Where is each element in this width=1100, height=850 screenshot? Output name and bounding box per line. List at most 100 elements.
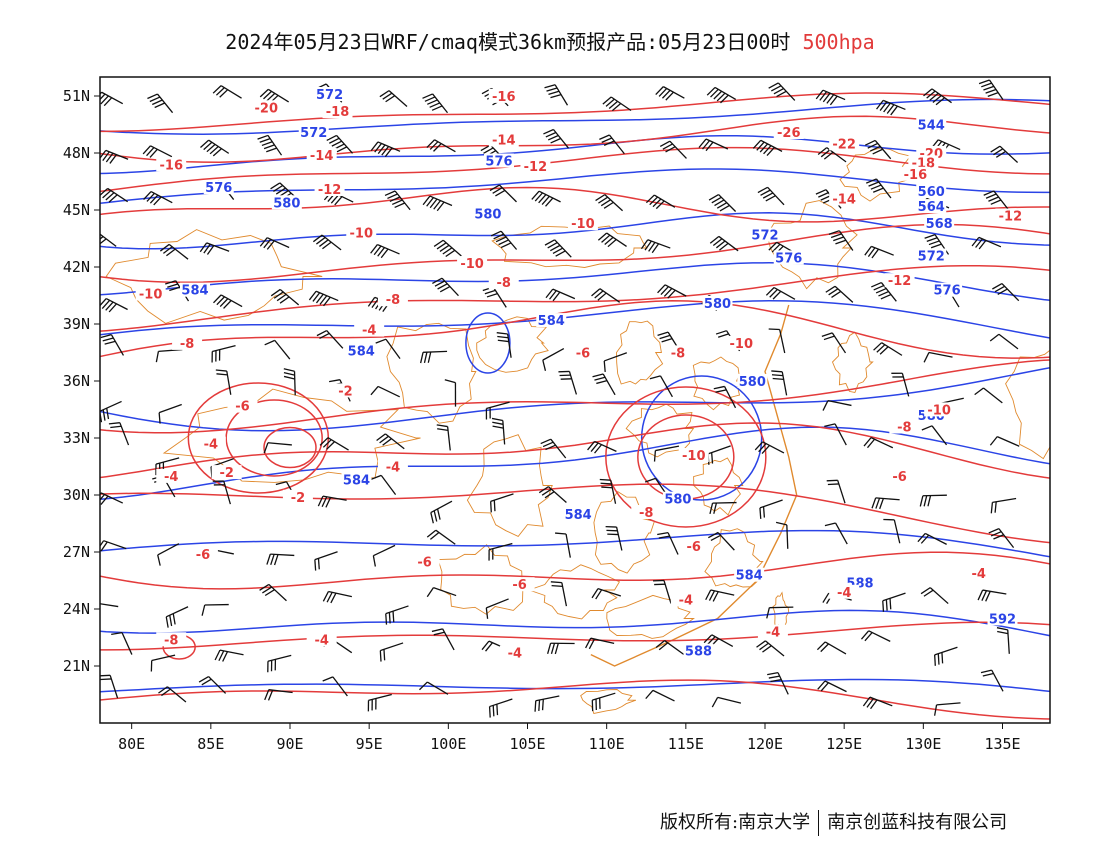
height-contour-label-bg <box>932 282 963 297</box>
wind-barb <box>534 695 560 712</box>
temperature-contour-label: -10 <box>571 217 595 232</box>
wind-barb <box>426 587 457 598</box>
wind-barb <box>711 696 742 708</box>
wind-barb <box>420 350 448 364</box>
height-contour-label: 592 <box>989 612 1016 627</box>
lat-tick-label: 24N <box>63 600 90 618</box>
wind-barb <box>143 190 173 206</box>
boundary-line <box>386 322 477 424</box>
temperature-contour-label: -4 <box>837 586 851 601</box>
height-contour-label-bg <box>924 216 955 231</box>
lat-tick-label: 21N <box>63 657 90 675</box>
temperature-contour-label-bg <box>322 104 353 119</box>
wind-barb <box>212 480 232 505</box>
wind-barb <box>983 190 1010 211</box>
wind-barb <box>882 592 906 612</box>
height-contour-label: 580 <box>739 375 766 390</box>
lat-tick-label: 45N <box>63 201 90 219</box>
wind-barb <box>771 370 788 396</box>
temperature-contour-label: -4 <box>362 324 376 339</box>
wind-barb <box>147 93 174 114</box>
wind-barb <box>709 501 737 514</box>
wind-barb <box>974 387 1003 404</box>
boundary-line <box>527 564 621 620</box>
height-contour <box>100 366 1050 432</box>
temperature-contour-label-bg <box>156 157 187 172</box>
wind-barb <box>921 425 948 446</box>
temperature-contour-label: -12 <box>999 210 1023 225</box>
wind-barb <box>698 138 729 152</box>
wind-barb <box>990 145 1019 163</box>
temperature-contour-label: -4 <box>164 470 178 485</box>
height-contour-label: 584 <box>181 284 208 299</box>
wind-barb <box>436 424 451 451</box>
wind-barb <box>108 422 130 446</box>
wind-barb <box>709 235 739 252</box>
wind-barb <box>375 338 401 360</box>
wind-barb <box>891 372 910 397</box>
wind-barb <box>322 590 352 604</box>
temperature-contour-label: -20 <box>255 101 279 116</box>
lon-tick-label: 130E <box>905 735 941 753</box>
lon-tick-label: 105E <box>509 735 545 753</box>
wind-barb <box>426 529 456 545</box>
wind-barb <box>165 606 189 628</box>
height-contour <box>100 98 1050 135</box>
wind-barb <box>988 528 1015 549</box>
footer-separator <box>818 810 820 836</box>
wind-barb <box>924 233 950 255</box>
wind-barb <box>215 369 232 395</box>
wind-barb <box>863 437 894 449</box>
wind-barb <box>923 88 952 106</box>
temperature-contour-label: -6 <box>417 555 431 570</box>
lon-tick-label: 80E <box>118 735 145 753</box>
wind-barb <box>159 243 189 260</box>
wind-barb <box>158 686 187 703</box>
wind-barb <box>980 669 1004 692</box>
temperature-contour <box>100 264 1050 332</box>
height-contour <box>100 678 1050 693</box>
wind-barb <box>775 521 789 549</box>
height-contour <box>465 312 511 374</box>
wind-barb <box>759 499 783 519</box>
wind-barb <box>488 698 513 718</box>
height-contour-label-bg <box>341 472 372 487</box>
boundary-line <box>580 689 637 715</box>
temperature-contour <box>100 223 1050 284</box>
wind-barb <box>752 139 783 156</box>
height-contour-label-bg <box>271 195 302 210</box>
wind-barb <box>100 674 119 699</box>
wind-barb <box>433 239 462 258</box>
temperature-contour-label: -14 <box>492 134 516 149</box>
temperature-contour-label-bg <box>900 166 931 181</box>
wind-barb <box>657 284 687 299</box>
geopotential-height-contours <box>100 98 1050 693</box>
wind-barb <box>603 352 628 372</box>
height-contour-label: 544 <box>918 118 945 133</box>
title-main: 2024年05月23日WRF/cmaq模式36km预报产品:05月23日00时 <box>225 30 791 54</box>
lon-tick-label: 90E <box>276 735 303 753</box>
wind-barb <box>150 654 176 672</box>
wind-barb <box>876 99 906 116</box>
temperature-contour-label-bg <box>670 592 701 607</box>
height-contour-label-bg <box>180 282 210 297</box>
boundary-line <box>437 544 524 615</box>
temperature-contour-label-bg <box>346 225 377 240</box>
wind-barb <box>370 243 400 259</box>
lat-tick-label: 42N <box>63 258 90 276</box>
temperature-contour-label-bg <box>631 505 662 519</box>
wind-barb <box>825 285 854 303</box>
temperature-contour <box>100 483 1050 544</box>
wind-barb <box>713 385 737 409</box>
temperature-contour-label: -4 <box>386 460 400 475</box>
wind-barb <box>706 86 737 104</box>
wind-barb <box>705 589 735 602</box>
temperature-contour-label-bg <box>457 256 488 271</box>
temperature-contour <box>100 551 1050 590</box>
temperature-contour-label-bg <box>499 645 530 660</box>
temperature-contour-label-bg <box>488 132 519 147</box>
wind-barb <box>100 334 125 356</box>
wind-barb <box>488 542 513 561</box>
boundary-line <box>491 225 648 268</box>
